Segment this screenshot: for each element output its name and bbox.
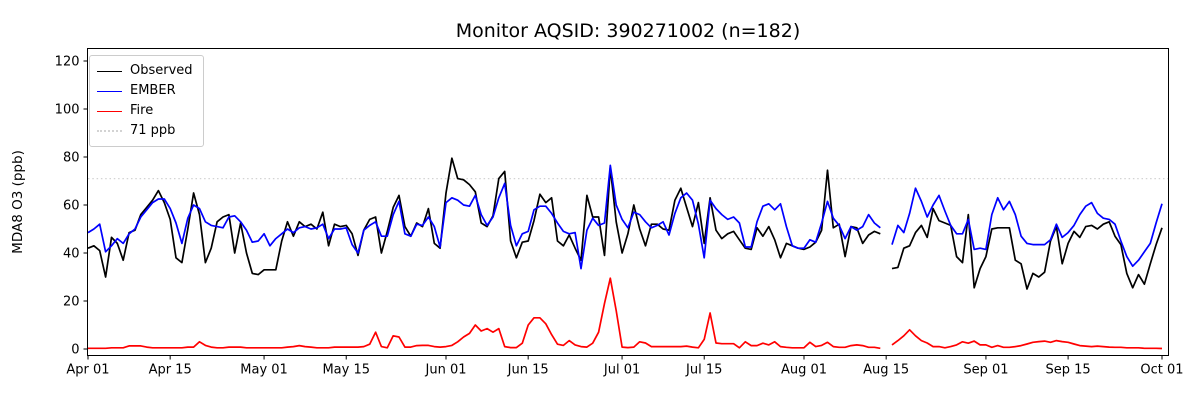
x-tick-label: Jul 01	[603, 363, 640, 378]
legend-line-71ppb-swatch	[97, 130, 122, 132]
legend-label-ember: EMBER	[130, 83, 176, 98]
x-tick-label: Apr 15	[149, 363, 192, 378]
y-tick-label: 80	[63, 151, 80, 166]
y-tick-label: 100	[55, 103, 80, 118]
series-observed-line	[891, 207, 1163, 290]
x-tick-label: Sep 15	[1046, 363, 1091, 378]
legend-item-ember: EMBER	[97, 81, 193, 101]
y-tick-label: 120	[55, 55, 80, 70]
series-ember-line	[891, 187, 1163, 268]
y-tick-label: 20	[63, 295, 80, 310]
x-tick-label: May 15	[322, 363, 370, 378]
plot-border	[87, 48, 1169, 356]
chart-title: Monitor AQSID: 390271002 (n=182)	[456, 20, 801, 42]
x-tick-label: Aug 15	[863, 363, 909, 378]
legend-item-71ppb-threshold: 71 ppb	[97, 121, 193, 141]
x-tick-label: Jun 01	[425, 363, 467, 378]
x-tick-label: Oct 01	[1140, 363, 1183, 378]
legend-item-fire: Fire	[97, 101, 193, 121]
legend-item-observed: Observed	[97, 61, 193, 81]
y-axis-label: MDA8 O3 (ppb)	[10, 150, 26, 254]
x-tick-label: Jun 15	[507, 363, 549, 378]
x-tick-label: Aug 01	[781, 363, 827, 378]
legend: Observed EMBER Fire 71 ppb	[89, 55, 204, 147]
legend-line-fire-swatch	[97, 110, 122, 112]
series-fire-line	[88, 277, 881, 350]
series-observed-line	[87, 157, 881, 278]
y-tick-label: 0	[71, 343, 79, 358]
legend-label-71ppb: 71 ppb	[130, 123, 176, 138]
y-tick-label: 40	[63, 247, 80, 262]
legend-label-fire: Fire	[130, 103, 154, 118]
series-ember-line	[87, 164, 881, 270]
x-tick-label: Jul 15	[685, 363, 722, 378]
x-tick-label: Sep 01	[963, 363, 1008, 378]
plot-area: Apr 01 Apr 15 May 01 May 15 Jun 01 Jun 15 Jul …	[55, 48, 1184, 378]
legend-label-observed: Observed	[130, 63, 193, 78]
y-tick-label: 60	[63, 199, 80, 214]
x-tick-label: Apr 01	[66, 363, 109, 378]
x-tick-label: May 01	[240, 363, 288, 378]
series-fire-line	[891, 328, 1163, 350]
legend-line-ember-swatch	[97, 90, 122, 92]
legend-line-observed-swatch	[97, 70, 122, 72]
